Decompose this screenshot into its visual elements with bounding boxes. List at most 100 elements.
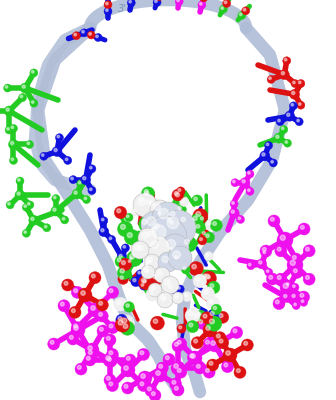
Circle shape bbox=[133, 278, 136, 282]
Circle shape bbox=[233, 329, 237, 333]
Circle shape bbox=[221, 7, 223, 9]
Circle shape bbox=[198, 1, 206, 9]
Circle shape bbox=[260, 151, 270, 161]
Circle shape bbox=[152, 227, 156, 231]
Circle shape bbox=[72, 32, 80, 40]
Circle shape bbox=[155, 0, 163, 1]
Circle shape bbox=[30, 99, 38, 107]
Circle shape bbox=[242, 7, 250, 15]
Circle shape bbox=[295, 118, 303, 126]
Circle shape bbox=[174, 386, 178, 390]
Circle shape bbox=[155, 0, 157, 2]
Circle shape bbox=[244, 341, 248, 345]
Circle shape bbox=[305, 247, 309, 251]
Circle shape bbox=[11, 158, 14, 160]
Circle shape bbox=[20, 83, 30, 93]
Circle shape bbox=[286, 283, 289, 285]
Circle shape bbox=[234, 366, 246, 378]
Circle shape bbox=[81, 291, 85, 295]
Circle shape bbox=[181, 199, 184, 202]
Circle shape bbox=[283, 283, 288, 288]
Circle shape bbox=[22, 229, 30, 237]
Circle shape bbox=[147, 260, 151, 264]
Circle shape bbox=[167, 217, 179, 229]
Circle shape bbox=[129, 0, 131, 3]
Circle shape bbox=[101, 229, 104, 232]
Circle shape bbox=[201, 230, 210, 239]
Circle shape bbox=[60, 302, 64, 306]
Circle shape bbox=[9, 156, 17, 164]
Circle shape bbox=[248, 263, 251, 266]
Circle shape bbox=[303, 273, 315, 285]
Circle shape bbox=[140, 198, 143, 201]
Circle shape bbox=[170, 247, 172, 250]
Circle shape bbox=[291, 104, 294, 106]
Circle shape bbox=[32, 101, 34, 103]
Circle shape bbox=[78, 288, 92, 302]
Circle shape bbox=[121, 244, 129, 252]
Circle shape bbox=[118, 274, 128, 284]
Circle shape bbox=[62, 218, 65, 220]
Circle shape bbox=[138, 271, 140, 274]
Circle shape bbox=[139, 216, 155, 232]
Circle shape bbox=[107, 322, 119, 334]
Circle shape bbox=[170, 221, 173, 224]
Circle shape bbox=[170, 211, 175, 216]
Circle shape bbox=[273, 298, 285, 310]
Circle shape bbox=[187, 352, 199, 364]
Circle shape bbox=[69, 306, 81, 318]
Circle shape bbox=[277, 232, 293, 248]
Circle shape bbox=[119, 254, 122, 258]
Circle shape bbox=[117, 252, 127, 262]
Circle shape bbox=[206, 316, 222, 331]
Circle shape bbox=[118, 316, 122, 320]
Circle shape bbox=[233, 180, 235, 183]
Text: 3': 3' bbox=[118, 4, 127, 14]
Circle shape bbox=[297, 80, 305, 88]
Circle shape bbox=[219, 314, 223, 318]
Circle shape bbox=[196, 277, 200, 281]
Circle shape bbox=[146, 270, 149, 273]
Circle shape bbox=[158, 208, 169, 219]
Circle shape bbox=[104, 374, 116, 386]
Circle shape bbox=[231, 210, 234, 213]
Circle shape bbox=[105, 355, 117, 367]
Circle shape bbox=[88, 351, 92, 354]
Circle shape bbox=[186, 320, 199, 333]
Circle shape bbox=[203, 366, 215, 378]
Circle shape bbox=[202, 232, 205, 234]
Circle shape bbox=[86, 356, 90, 360]
Circle shape bbox=[84, 354, 96, 366]
Circle shape bbox=[55, 134, 64, 142]
Circle shape bbox=[107, 286, 119, 298]
Circle shape bbox=[120, 321, 134, 335]
Circle shape bbox=[71, 177, 73, 180]
Circle shape bbox=[119, 315, 134, 331]
Circle shape bbox=[179, 326, 182, 329]
Circle shape bbox=[210, 219, 222, 231]
Circle shape bbox=[276, 300, 279, 304]
Circle shape bbox=[109, 351, 113, 355]
Circle shape bbox=[165, 356, 169, 360]
Circle shape bbox=[26, 140, 34, 148]
Circle shape bbox=[20, 95, 23, 98]
Circle shape bbox=[224, 363, 228, 367]
Circle shape bbox=[152, 225, 166, 239]
Circle shape bbox=[276, 135, 279, 138]
Circle shape bbox=[77, 180, 85, 188]
Circle shape bbox=[172, 189, 184, 201]
Circle shape bbox=[191, 311, 203, 323]
Circle shape bbox=[189, 323, 193, 327]
Circle shape bbox=[6, 108, 9, 111]
Circle shape bbox=[107, 336, 110, 340]
Circle shape bbox=[71, 286, 83, 298]
Circle shape bbox=[277, 247, 281, 251]
Circle shape bbox=[144, 197, 157, 210]
Circle shape bbox=[291, 80, 299, 88]
Circle shape bbox=[27, 142, 30, 144]
Circle shape bbox=[24, 231, 27, 234]
Circle shape bbox=[205, 219, 216, 230]
Circle shape bbox=[301, 300, 304, 302]
Circle shape bbox=[121, 363, 135, 377]
Circle shape bbox=[148, 387, 151, 391]
